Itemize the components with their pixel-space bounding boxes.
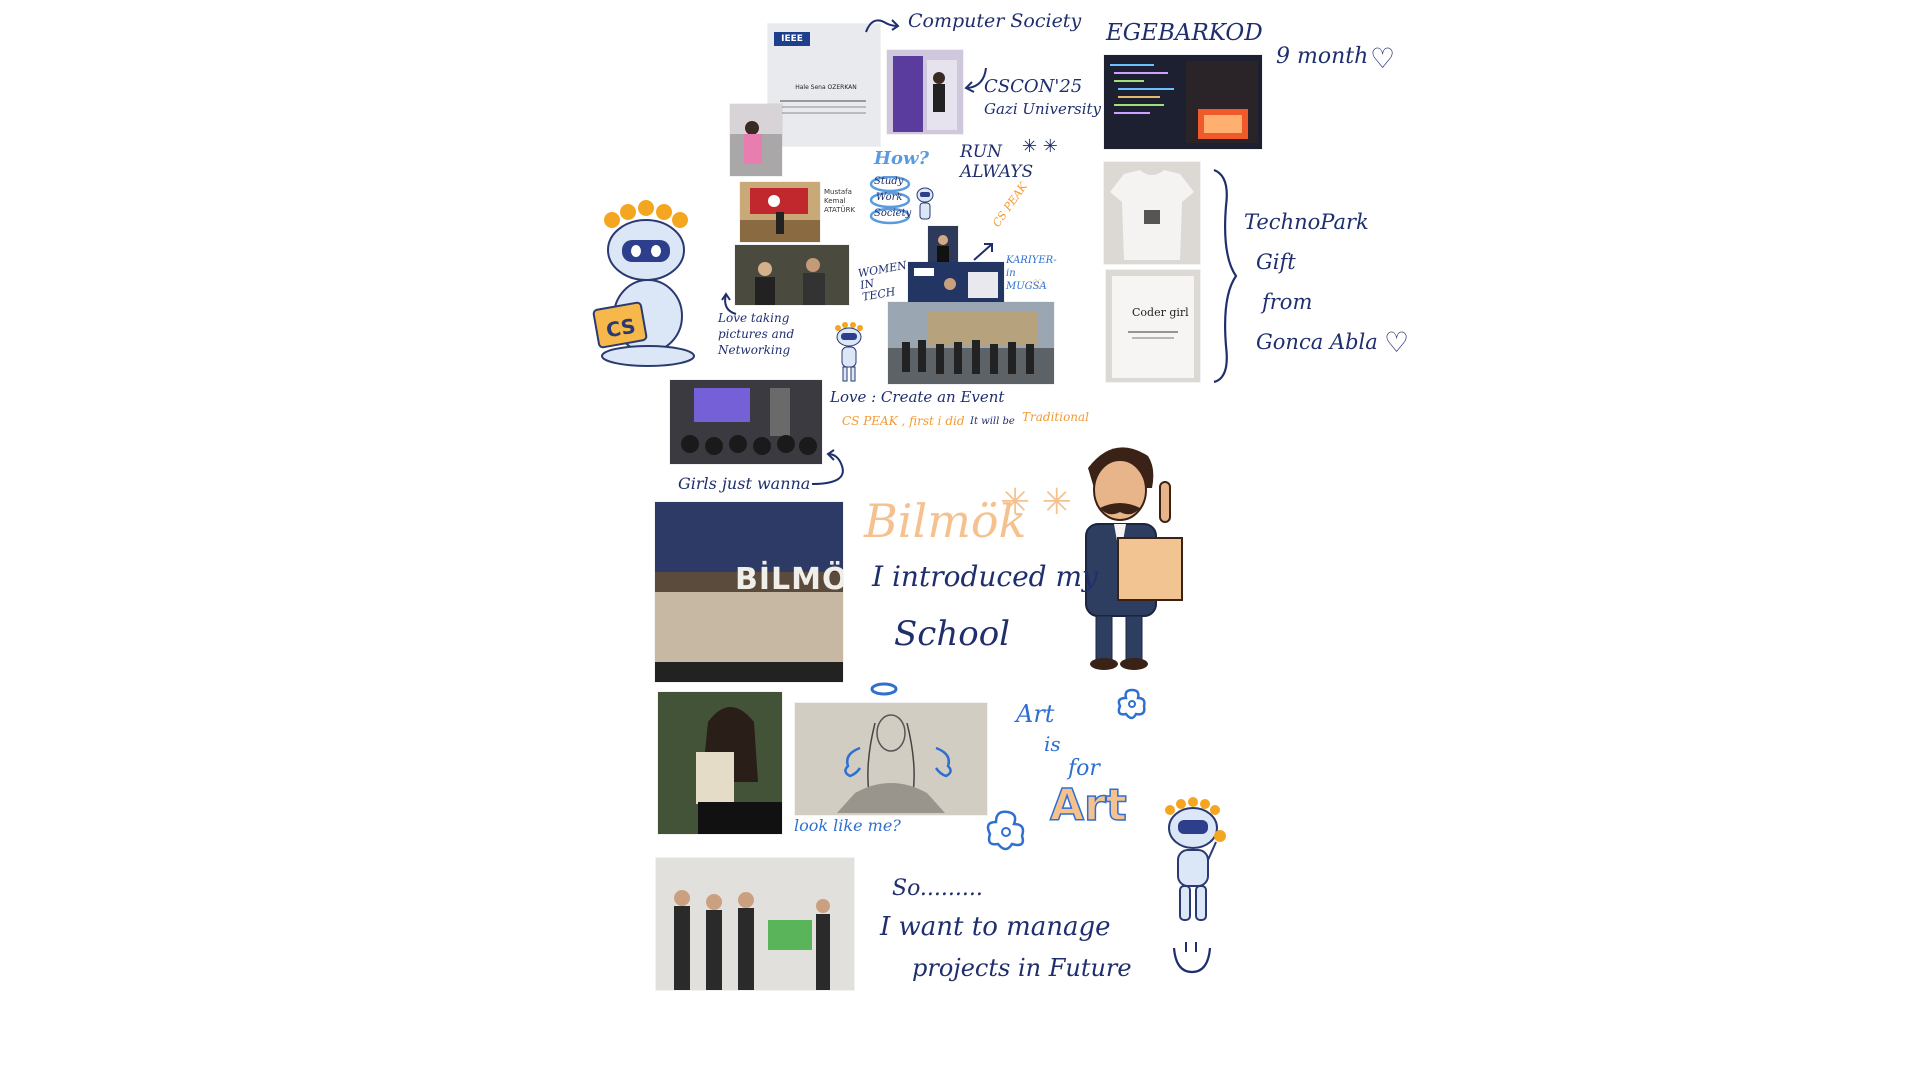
robot-flower-mascot	[1160, 796, 1228, 926]
tshirt-photo-1	[1104, 162, 1200, 264]
note-bilmok: Bilmök	[864, 494, 1027, 548]
laptop-cs-label: CS	[604, 313, 638, 343]
note-manage: I want to manage	[880, 912, 1111, 942]
note-computer-society: Computer Society	[908, 10, 1082, 32]
flower-doodle-1	[1114, 686, 1150, 722]
tshirt-text: Coder girl	[1132, 306, 1189, 319]
note-for: for	[1068, 756, 1100, 781]
curly-bracket-doodle	[1208, 166, 1238, 386]
note-school: School	[894, 614, 1011, 654]
study-work-society-circles	[869, 176, 911, 226]
note-egebarkod: EGEBARKOD	[1106, 20, 1263, 46]
right-wing-doodle	[932, 744, 956, 780]
group-table-photo	[735, 245, 849, 305]
heart-nine-month-icon: ♡	[1370, 42, 1396, 75]
flower-doodle-2	[984, 808, 1030, 854]
note-so: So.........	[892, 876, 983, 901]
professor-illustration	[1074, 438, 1186, 674]
booth-photo-small	[928, 226, 958, 266]
note-gazi-university: Gazi University	[984, 100, 1102, 118]
note-girls-just-wanna: Girls just wanna	[678, 474, 811, 493]
smiley-doodle	[1170, 938, 1214, 976]
note-work: Work	[876, 192, 903, 203]
heart-kariyer-icon: ♡	[1032, 278, 1044, 293]
cscon-poster-photo	[887, 50, 963, 134]
campus-group-photo	[888, 302, 1054, 384]
note-how: How?	[874, 148, 930, 169]
workshop-room-photo	[670, 380, 822, 464]
note-nine-month: 9 month	[1276, 44, 1369, 69]
small-robot-mascot	[832, 322, 866, 382]
left-wing-doodle	[840, 744, 864, 780]
heart-gonca-icon: ♡	[1384, 326, 1410, 359]
star-doodle-run: ✳ ✳	[1022, 136, 1058, 157]
note-cspeak-first: CS PEAK , first i did	[842, 414, 965, 428]
girl-portrait-photo	[730, 104, 782, 176]
tiny-robot-mascot	[914, 185, 936, 227]
note-art-big: Art	[1049, 779, 1127, 832]
note-traditional: Traditional	[1022, 410, 1090, 424]
arrow-cspeak	[972, 240, 996, 262]
note-is: is	[1044, 732, 1061, 756]
note-run-always: RUN ALWAYS	[960, 142, 1034, 182]
sketch-drawing-photo	[795, 703, 987, 815]
arrow-girls	[808, 448, 850, 488]
note-it-will-be: It will be	[970, 416, 1015, 427]
note-love-event: Love : Create an Event	[830, 388, 1005, 406]
ataturk-event-photo	[740, 182, 820, 242]
note-introduced: I introduced my	[872, 560, 1098, 593]
note-women-in-tech: WOMEN IN TECH	[857, 258, 908, 304]
award-group-photo	[656, 858, 854, 990]
star-bilmok-icon: ✳ ✳	[1000, 482, 1072, 523]
note-gonca-abla: Gonca Abla	[1256, 330, 1378, 354]
certificate-name: Hale Sena OZERKAN	[795, 84, 857, 91]
note-from: from	[1262, 290, 1313, 314]
bilmok-sign: BİLMÖ	[735, 562, 843, 597]
note-art-1: Art	[1016, 700, 1055, 728]
robot-laptop-mascot: CS	[592, 198, 704, 368]
drawing-selfie-photo	[658, 692, 782, 834]
note-projects: projects in Future	[912, 954, 1132, 982]
bilmok-stage-photo: BİLMÖ	[655, 502, 843, 682]
note-cscon: CSCON'25	[984, 76, 1083, 97]
ieee-badge: IEEE	[774, 32, 810, 46]
arrow-computer-society	[862, 14, 902, 36]
note-study: Study	[874, 176, 904, 187]
code-screen-photo	[1104, 55, 1262, 149]
ataturk-caption: Mustafa Kemal ATATÜRK	[824, 188, 856, 214]
note-kariyer: KARIYER-in MUGSA	[1006, 255, 1057, 292]
tshirt-photo-2: Coder girl	[1106, 270, 1200, 382]
arrow-love-pictures	[720, 290, 740, 318]
halo-doodle	[870, 682, 898, 696]
note-gift: Gift	[1256, 250, 1296, 274]
note-love-pictures: Love taking pictures and Networking	[718, 311, 795, 357]
note-society: Society	[874, 208, 912, 219]
ieee-booth-photo	[908, 262, 1004, 306]
note-technopark: TechnoPark	[1244, 210, 1369, 234]
certificate-photo: IEEE Hale Sena OZERKAN	[768, 24, 880, 146]
note-look-like-me: look like me?	[794, 816, 901, 835]
arrow-cscon	[962, 64, 990, 94]
note-cspeak-small: CS PEAK	[990, 180, 1030, 230]
